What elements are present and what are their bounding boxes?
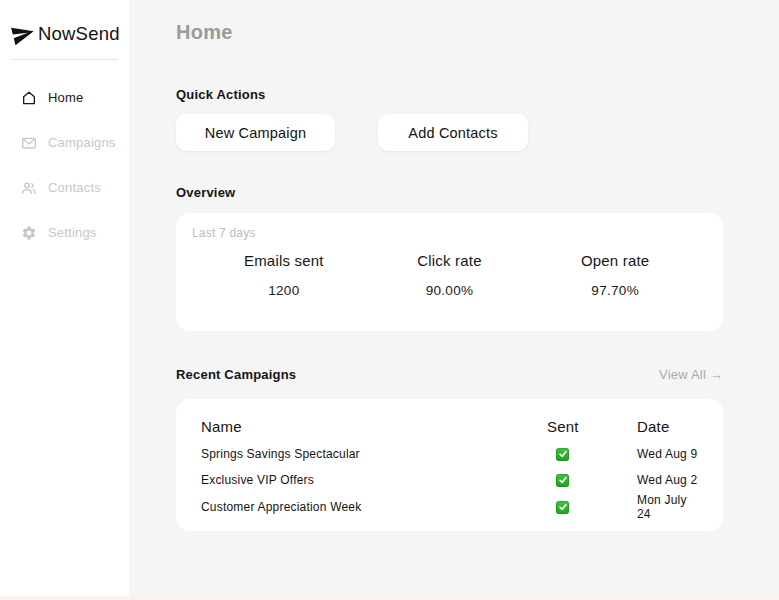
quick-actions-heading: Quick Actions [176,87,723,102]
sidebar-item-label: Home [48,90,83,105]
check-icon [558,502,568,512]
stat-click-rate: Click rate 90.00% [367,252,533,298]
stat-value: 1200 [201,283,367,298]
main-content: Home Quick Actions New Campaign Add Cont… [129,0,779,596]
sent-checkbox[interactable] [556,474,569,487]
app-window: NowSend Home Campaigns [0,0,779,600]
app-logo: NowSend [0,0,129,46]
sidebar-item-contacts[interactable]: Contacts [0,165,129,210]
stat-open-rate: Open rate 97.70% [532,252,698,298]
page-title: Home [176,21,723,44]
quick-actions-row: New Campaign Add Contacts [176,114,723,151]
view-all-link[interactable]: View All → [659,367,723,382]
column-header-sent: Sent [547,418,637,435]
campaign-name: Exclusive VIP Offers [201,473,547,487]
sidebar-item-home[interactable]: Home [0,75,129,120]
overview-stats: Emails sent 1200 Click rate 90.00% Open … [201,252,698,298]
campaign-sent-cell [547,448,637,461]
stat-emails-sent: Emails sent 1200 [201,252,367,298]
add-contacts-button[interactable]: Add Contacts [378,114,528,151]
check-icon [558,449,568,459]
sent-checkbox[interactable] [556,448,569,461]
gear-icon [21,225,37,241]
overview-period-label: Last 7 days [192,226,698,240]
envelope-icon [21,135,37,151]
bottom-edge-strip [0,596,779,600]
campaigns-table-body: Springs Savings Spectacular Wed Aug 9 Ex… [201,441,698,519]
recent-campaigns-heading: Recent Campaigns [176,367,296,382]
campaigns-table: Name Sent Date Springs Savings Spectacul… [201,411,698,519]
stat-value: 90.00% [367,283,533,298]
new-campaign-button[interactable]: New Campaign [176,114,335,151]
campaign-date: Wed Aug 9 [637,447,698,461]
sidebar-item-label: Settings [48,225,97,240]
table-row: Customer Appreciation Week Mon July 24 [201,493,698,519]
overview-heading: Overview [176,185,723,200]
recent-campaigns-header: Recent Campaigns View All → [176,367,723,382]
check-icon [558,475,568,485]
column-header-date: Date [637,418,698,435]
sidebar-item-settings[interactable]: Settings [0,210,129,255]
campaign-name: Customer Appreciation Week [201,500,547,514]
sidebar: NowSend Home Campaigns [0,0,129,596]
home-icon [21,90,37,106]
paper-plane-icon [10,22,36,46]
campaign-name: Springs Savings Spectacular [201,447,547,461]
campaign-sent-cell [547,474,637,487]
table-row: Exclusive VIP Offers Wed Aug 2 [201,467,698,493]
sidebar-divider [11,59,118,60]
stat-label: Open rate [532,252,698,269]
sidebar-item-label: Contacts [48,180,101,195]
stat-label: Click rate [367,252,533,269]
users-icon [21,180,37,196]
column-header-name: Name [201,418,547,435]
stat-value: 97.70% [532,283,698,298]
table-row: Springs Savings Spectacular Wed Aug 9 [201,441,698,467]
sent-checkbox[interactable] [556,501,569,514]
campaigns-table-header: Name Sent Date [201,411,698,441]
recent-campaigns-card: Name Sent Date Springs Savings Spectacul… [176,399,723,531]
campaign-date: Mon July 24 [637,493,698,521]
overview-card: Last 7 days Emails sent 1200 Click rate … [176,213,723,331]
sidebar-nav: Home Campaigns Contacts [0,75,129,255]
sidebar-item-label: Campaigns [48,135,116,150]
campaign-sent-cell [547,501,637,514]
stat-label: Emails sent [201,252,367,269]
campaign-date: Wed Aug 2 [637,473,698,487]
sidebar-item-campaigns[interactable]: Campaigns [0,120,129,165]
app-name: NowSend [38,23,120,45]
